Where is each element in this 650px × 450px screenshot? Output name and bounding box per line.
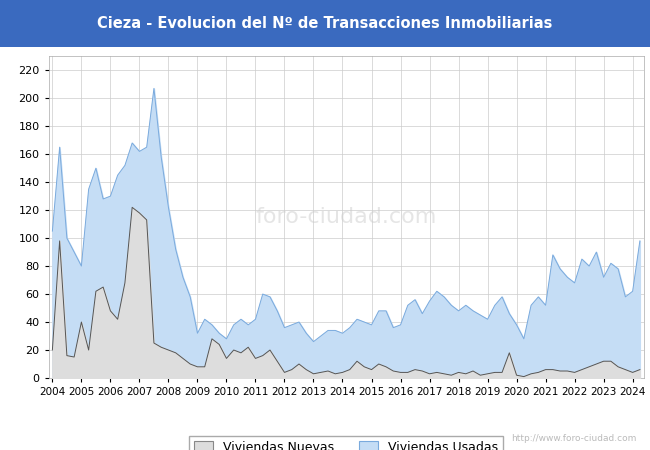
Text: foro-ciudad.com: foro-ciudad.com [255, 207, 437, 227]
Text: http://www.foro-ciudad.com: http://www.foro-ciudad.com [512, 434, 637, 443]
Text: Cieza - Evolucion del Nº de Transacciones Inmobiliarias: Cieza - Evolucion del Nº de Transaccione… [98, 16, 552, 31]
Legend: Viviendas Nuevas, Viviendas Usadas: Viviendas Nuevas, Viviendas Usadas [189, 436, 503, 450]
